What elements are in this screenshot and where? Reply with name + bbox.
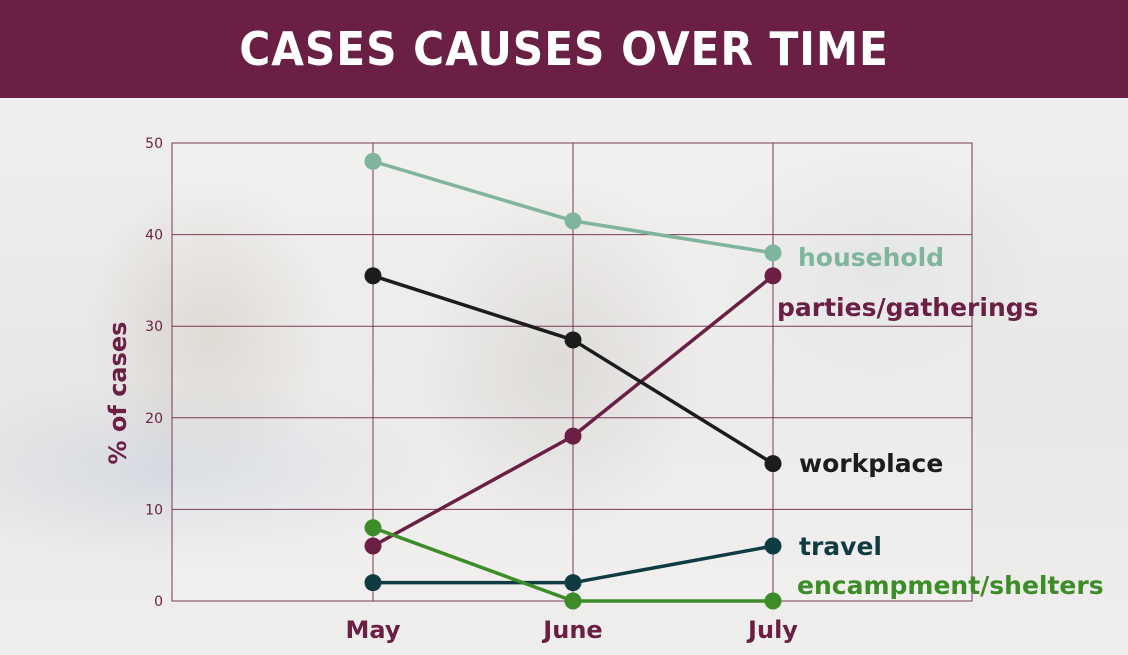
y-tick-label: 30 (145, 319, 163, 335)
data-point (764, 537, 782, 555)
series-label: encampment/shelters (797, 571, 1104, 600)
series-label: workplace (799, 449, 943, 478)
y-tick-label: 20 (145, 411, 163, 427)
series-parties-gatherings (364, 267, 782, 555)
title-banner: CASES CAUSES OVER TIME (0, 0, 1128, 98)
data-point (564, 574, 582, 592)
data-point (764, 592, 782, 610)
series-label: parties/gatherings (777, 293, 1039, 322)
page-title: CASES CAUSES OVER TIME (239, 22, 889, 76)
data-point (364, 519, 382, 537)
data-point (564, 427, 582, 445)
x-category-label: June (541, 616, 602, 644)
y-tick-label: 50 (145, 136, 163, 152)
series-label: household (798, 243, 944, 272)
y-tick-label: 10 (145, 502, 163, 518)
data-point (764, 455, 782, 473)
series-encampment-shelters (364, 519, 782, 610)
y-axis-label: % of cases (104, 322, 132, 465)
chart-series (364, 152, 782, 610)
data-point (564, 331, 582, 349)
series-label: travel (799, 532, 882, 561)
data-point (364, 267, 382, 285)
x-category-label: May (346, 616, 401, 644)
series-labels: household parties/gatherings workplace trav… (777, 243, 1104, 600)
x-axis-categories: May June July (346, 616, 799, 644)
x-category-label: July (746, 616, 798, 644)
y-tick-label: 0 (154, 594, 163, 610)
y-axis-ticks: 0 10 20 30 40 50 (145, 136, 163, 610)
data-point (564, 212, 582, 230)
data-point (764, 244, 782, 262)
data-point (364, 537, 382, 555)
series-workplace (364, 267, 782, 473)
series-household (364, 152, 782, 262)
data-point (764, 267, 782, 285)
y-tick-label: 40 (145, 228, 163, 244)
data-point (364, 574, 382, 592)
data-point (364, 152, 382, 170)
data-point (564, 592, 582, 610)
series-travel (364, 537, 782, 592)
